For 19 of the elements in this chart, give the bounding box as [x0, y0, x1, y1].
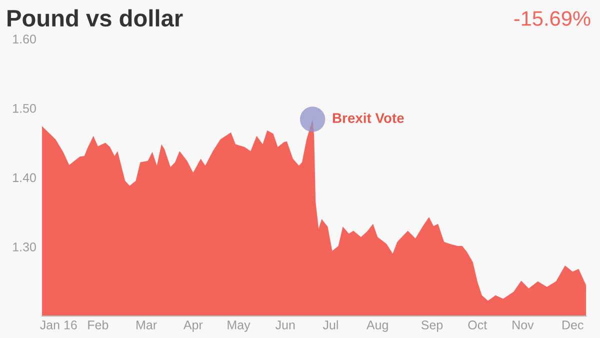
x-tick-label: May [228, 320, 250, 332]
x-tick-label: Sep [421, 320, 443, 332]
y-tick-label: 1.30 [13, 242, 36, 252]
y-tick-label: 1.50 [13, 104, 36, 113]
x-tick-label: Aug [366, 320, 388, 332]
x-tick-label: Oct [468, 320, 487, 330]
x-tick-label: Jan 16 [40, 320, 77, 330]
text: -15.69% [514, 11, 590, 26]
y-tick-label: 1.40 [13, 173, 36, 182]
x-tick-label: Jun [275, 320, 295, 330]
x-tick-label: Dec [562, 320, 584, 330]
y-tick-label: 1.60 [13, 34, 36, 44]
x-tick-label: Feb [88, 320, 108, 330]
x-tick-label: Mar [136, 320, 157, 330]
x-tick-label: Apr [183, 320, 203, 332]
chart-title: Pound vs dollar [8, 9, 183, 27]
x-tick-label: Jul [322, 320, 338, 330]
x-tick-label: Nov [512, 320, 534, 330]
annotation: Brexit Vote [332, 112, 404, 123]
